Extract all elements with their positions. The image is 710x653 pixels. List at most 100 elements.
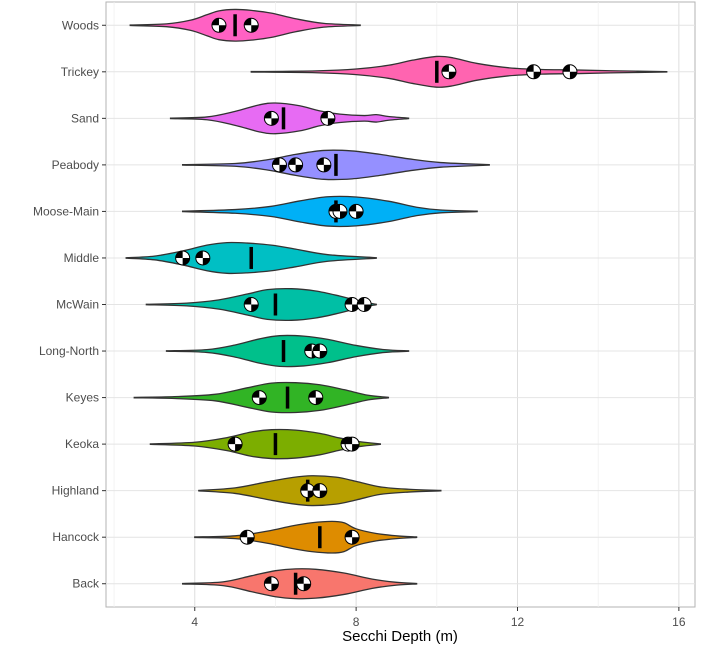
marker-quadrant-tl <box>562 64 570 72</box>
x-axis-labels: 4 8 12 16 <box>191 607 686 629</box>
y-tick-label: Hancock <box>52 530 100 544</box>
marker-quadrant-br <box>323 164 331 172</box>
observation-marker <box>308 390 324 406</box>
marker-quadrant-tl <box>252 390 260 398</box>
marker-quadrant-br <box>319 490 327 498</box>
marker-quadrant-br <box>569 71 577 79</box>
marker-quadrant-tl <box>244 18 252 26</box>
y-tick-label: McWain <box>56 298 99 312</box>
violin-back <box>182 568 418 600</box>
marker-quadrant-br <box>352 444 360 452</box>
marker-quadrant-br <box>533 71 541 79</box>
marker-quadrant-br <box>202 257 210 265</box>
marker-quadrant-br <box>303 583 311 591</box>
y-tick-label: Sand <box>71 111 99 125</box>
observation-marker <box>348 203 364 219</box>
y-tick-label: Middle <box>64 251 100 265</box>
y-axis-labels: Woods Trickey Sand Peabody Moose-Main Middle M… <box>33 18 106 591</box>
violin-highland <box>198 475 442 507</box>
observation-marker <box>356 297 372 312</box>
y-tick-label: Keyes <box>66 391 99 405</box>
x-tick-label: 4 <box>191 615 198 629</box>
marker-quadrant-tl <box>288 157 296 165</box>
marker-quadrant-tl <box>240 530 248 538</box>
y-tick-label: Long-North <box>39 344 99 358</box>
marker-quadrant-br <box>339 211 347 219</box>
marker-quadrant-br <box>218 25 226 33</box>
marker-quadrant-br <box>356 211 364 219</box>
marker-quadrant-br <box>271 118 279 126</box>
marker-quadrant-tl <box>332 204 340 212</box>
marker-quadrant-br <box>352 537 360 545</box>
violin-peabody <box>182 149 490 181</box>
observation-marker <box>312 343 328 359</box>
marker-quadrant-br <box>279 164 287 172</box>
observation-marker <box>251 390 267 406</box>
violin-body <box>194 520 418 554</box>
observation-marker <box>263 110 279 126</box>
marker-quadrant-tl <box>272 157 280 165</box>
observation-marker <box>239 529 255 545</box>
violins-layer <box>125 8 668 600</box>
marker-quadrant-br <box>319 351 327 359</box>
observation-marker <box>344 529 360 545</box>
observation-marker <box>211 17 227 33</box>
violin-body <box>149 428 381 460</box>
violin-body <box>145 287 377 322</box>
observation-marker <box>271 157 287 173</box>
marker-quadrant-br <box>327 118 335 126</box>
marker-quadrant-tl <box>345 530 353 538</box>
marker-quadrant-tl <box>308 390 316 398</box>
marker-quadrant-br <box>182 257 190 265</box>
y-tick-label: Back <box>72 577 100 591</box>
marker-quadrant-br <box>271 583 279 591</box>
observation-marker <box>312 483 328 499</box>
marker-quadrant-br <box>235 444 243 452</box>
violin-middle <box>125 241 377 275</box>
y-tick-label: Trickey <box>61 65 99 79</box>
violin-woods <box>129 8 361 42</box>
marker-quadrant-tl <box>264 576 272 584</box>
marker-quadrant-tl <box>349 204 357 212</box>
marker-quadrant-tl <box>312 344 320 352</box>
x-tick-label: 12 <box>511 615 525 629</box>
observation-marker <box>243 297 259 312</box>
marker-quadrant-tl <box>264 111 272 119</box>
observation-marker <box>320 110 336 126</box>
violin-body <box>250 55 668 88</box>
observation-marker <box>332 203 348 219</box>
violin-keyes <box>133 381 390 414</box>
x-tick-label: 8 <box>353 615 360 629</box>
marker-quadrant-tl <box>304 344 312 352</box>
y-tick-label: Woods <box>62 18 99 32</box>
marker-quadrant-br <box>251 25 259 33</box>
observation-marker <box>288 157 304 173</box>
violin-body <box>169 102 410 135</box>
observation-marker <box>263 576 279 592</box>
observation-marker <box>227 436 243 452</box>
marker-quadrant-tl <box>526 64 534 72</box>
marker-quadrant-br <box>315 397 323 405</box>
marker-quadrant-tl <box>175 250 183 258</box>
marker-quadrant-br <box>295 164 303 172</box>
observation-marker <box>344 297 360 312</box>
y-tick-label: Peabody <box>52 158 99 172</box>
marker-quadrant-tl <box>357 297 365 305</box>
violin-keoka <box>149 428 381 460</box>
violin-hancock <box>194 520 418 554</box>
marker-quadrant-tl <box>296 576 304 584</box>
marker-quadrant-tl <box>228 437 236 445</box>
violin-sand <box>169 102 410 135</box>
observation-marker <box>175 250 191 266</box>
marker-quadrant-br <box>259 397 267 405</box>
observation-marker <box>344 436 360 452</box>
marker-quadrant-br <box>364 304 372 312</box>
marker-quadrant-tl <box>244 297 252 305</box>
marker-quadrant-tl <box>441 64 449 72</box>
violin-moose-main <box>182 195 478 228</box>
y-tick-label: Highland <box>52 484 99 498</box>
violin-trickey <box>250 55 668 88</box>
y-tick-label: Keoka <box>65 437 99 451</box>
observation-marker <box>526 64 542 80</box>
